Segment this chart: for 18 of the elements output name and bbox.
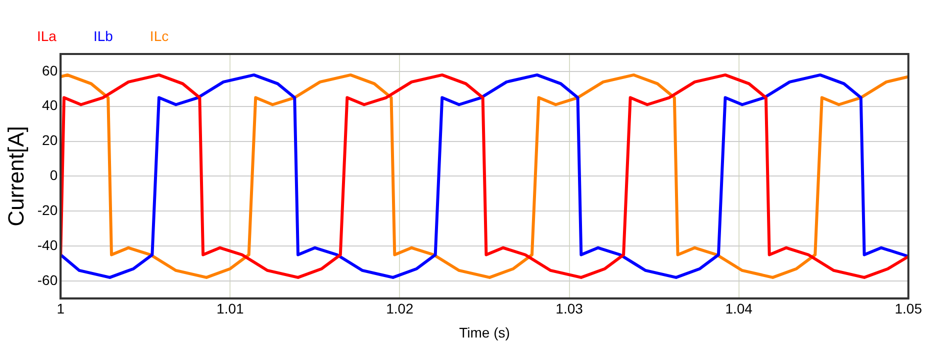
x-tick-label: 1.03 [556,300,584,317]
x-tick-label: 1.04 [725,300,753,317]
y-tick-label: 0 [50,167,58,184]
y-tick-label: -20 [37,202,58,218]
x-tick-label: 1.02 [386,300,414,317]
x-tick-label: 1.05 [894,300,922,317]
text: ILc [150,28,169,44]
text: ILa [37,28,57,44]
x-axis-title: Time (s) [459,324,510,340]
text: ILb [93,28,114,44]
y-tick-label: 20 [42,132,58,148]
y-tick-label: -60 [37,272,58,288]
x-tick-label: 1 [56,300,65,317]
x-tick-label: 1.01 [216,300,244,317]
y-tick-label: 40 [42,97,58,114]
y-axis-title: Current[A] [3,126,28,226]
y-tick-label: 60 [42,62,58,78]
y-tick-label: -40 [37,236,58,253]
